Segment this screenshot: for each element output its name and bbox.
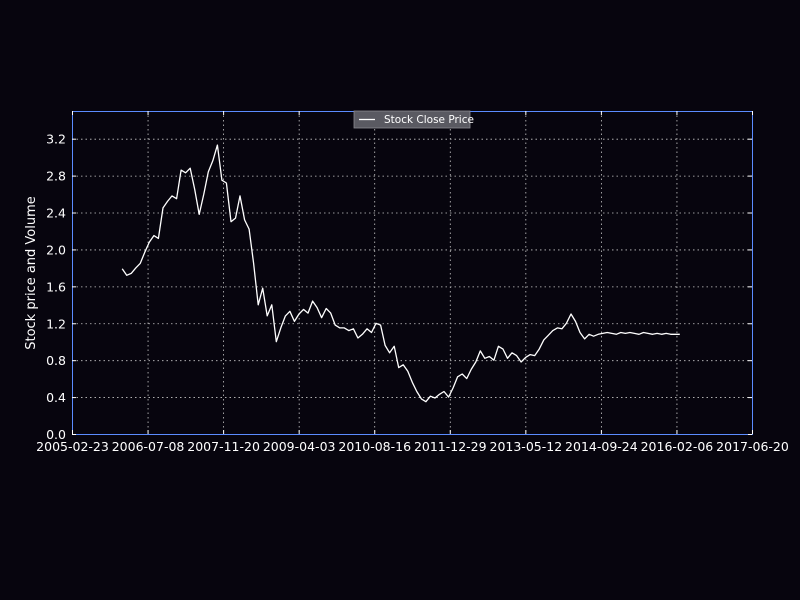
legend: Stock Close Price [353,110,474,129]
x-axis: 2005-02-23 2006-07-08 2007-11-20 2009-04-03… [36,111,789,454]
y-tick-label: 0.8 [46,353,66,368]
y-tick-label: 0.4 [46,390,66,405]
x-tick-label: 2006-07-08 [112,439,185,454]
y-tick-label: 2.8 [46,169,66,184]
legend-box [353,110,471,129]
y-tick-label: 0.0 [46,427,66,442]
legend-label: Stock Close Price [384,114,474,126]
x-tick-label: 2009-04-03 [263,439,336,454]
x-tick-label: 2017-06-20 [716,439,789,454]
x-tick-label: 2010-08-16 [338,439,411,454]
x-tick-label: 2011-12-29 [414,439,487,454]
x-tick-label: 2014-09-24 [565,439,638,454]
x-tick-label: 2016-02-06 [641,439,714,454]
y-tick-label: 2.4 [46,206,66,221]
y-tick-label: 1.2 [46,316,66,331]
y-tick-label: 2.0 [46,242,66,257]
y-axis-title: Stock price and Volume [24,196,39,350]
y-tick-label: 3.2 [46,132,66,147]
x-tick-label: 2007-11-20 [187,439,260,454]
y-tick-label: 1.6 [46,279,66,294]
series-line-stock-close-price [121,144,680,403]
series-layer [121,144,680,403]
x-tick-label: 2005-02-23 [36,439,109,454]
x-tick-label: 2013-05-12 [490,439,563,454]
y-axis: 0.0 0.4 0.8 1.2 1.6 2.0 2.4 2.8 3.2 [46,132,752,442]
